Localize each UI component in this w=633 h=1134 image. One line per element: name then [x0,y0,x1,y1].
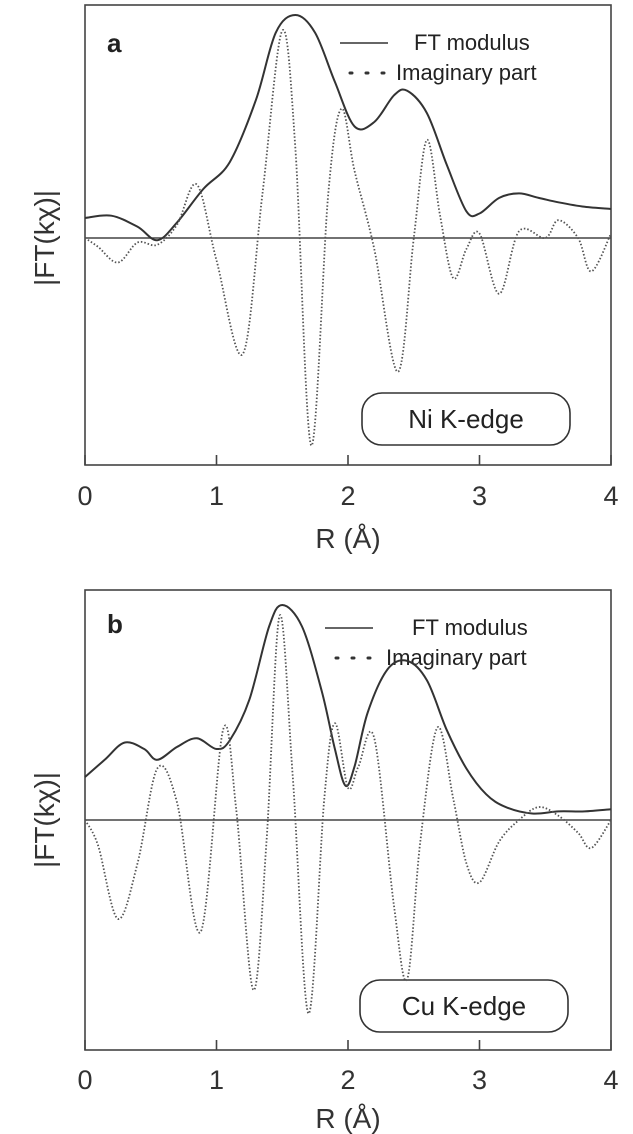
legend: FT modulus Imaginary part [340,30,537,85]
x-tick-label: 0 [77,481,92,511]
series-ft-modulus [84,13,612,242]
edge-label-frame [361,392,571,446]
legend-label-ft-modulus: FT modulus [412,615,528,640]
x-axis-ticks: 0 1 2 3 4 [77,455,619,511]
x-axis-label: R (Å) [315,523,380,554]
legend-label-imaginary-part: Imaginary part [386,645,527,670]
panel-b: b |FT(kχ)| R (Å) FT modulus Imaginary pa… [29,589,619,1134]
y-axis-label: |FT(kχ)| [29,190,60,286]
legend-label-imaginary-part: Imaginary part [396,60,537,85]
y-axis-label-text: |FT(kχ)| [29,190,60,286]
x-tick-label: 1 [209,481,224,511]
series-layer [84,603,612,1015]
x-tick-label: 2 [340,1065,355,1095]
edge-label: Cu K-edge [402,991,526,1021]
series-imaginary-part [84,29,612,447]
x-tick-label: 1 [209,1065,224,1095]
x-tick-label: 0 [77,1065,92,1095]
edge-label-frame [359,979,569,1033]
x-tick-label: 3 [472,1065,487,1095]
panel-letter: a [107,28,122,58]
y-axis-label-text: |FT(kχ)| [29,772,60,868]
x-tick-label: 4 [603,481,618,511]
panel-letter: b [107,609,123,639]
x-tick-label: 3 [472,481,487,511]
y-axis-label: |FT(kχ)| [29,772,60,868]
series-layer [84,13,612,447]
x-axis-ticks: 0 1 2 3 4 [77,1040,619,1095]
edge-label-box: Ni K-edge [361,392,571,446]
legend-label-ft-modulus: FT modulus [414,30,530,55]
panel-a: a |FT(kχ)| R (Å) FT modulus Imaginary pa… [29,4,619,554]
legend: FT modulus Imaginary part [325,615,528,670]
edge-label: Ni K-edge [408,404,524,434]
x-axis-label: R (Å) [315,1103,380,1134]
x-tick-label: 2 [340,481,355,511]
series-ft-modulus [84,603,612,815]
series-imaginary-part [84,614,612,1015]
x-tick-label: 4 [603,1065,618,1095]
edge-label-box: Cu K-edge [359,979,569,1033]
